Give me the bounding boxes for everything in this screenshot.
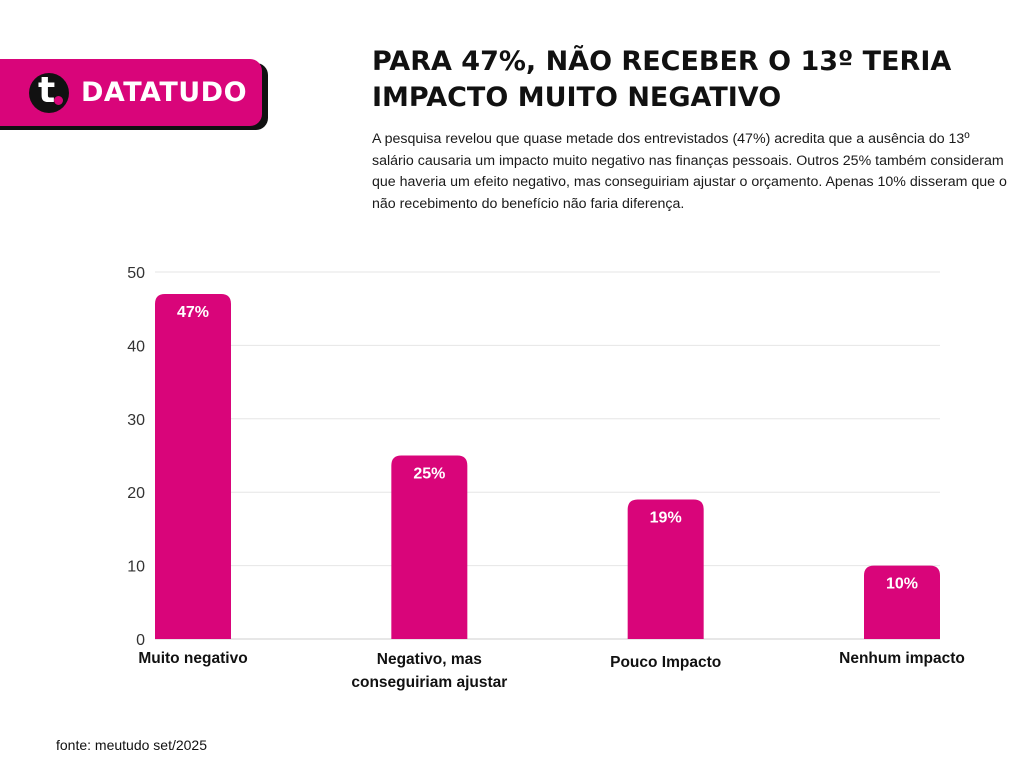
source-note: fonte: meutudo set/2025 <box>56 737 207 753</box>
chart-grid <box>155 271 940 640</box>
x-category-label: Pouco Impacto <box>610 654 721 671</box>
y-tick-label: 10 <box>127 559 145 576</box>
datatudo-logo-icon: t <box>29 70 69 113</box>
bar <box>155 294 231 639</box>
bar <box>391 455 468 639</box>
y-tick-label: 20 <box>127 485 145 502</box>
y-tick-label: 50 <box>127 265 145 282</box>
y-axis-ticks: 0 10 20 30 40 50 <box>127 265 145 649</box>
bar-value-label: 10% <box>886 576 918 593</box>
y-tick-label: 30 <box>127 412 145 429</box>
x-category-label: Negativo, mas conseguiriam ajustar <box>351 651 507 691</box>
brand-name: DATATUDO <box>81 77 248 108</box>
bar-value-label: 25% <box>413 466 445 483</box>
page-description: A pesquisa revelou que quase metade dos … <box>372 131 1007 212</box>
chart-bars <box>155 294 940 639</box>
page-title: PARA 47%, NÃO RECEBER O 13º TERIA IMPACT… <box>372 46 952 113</box>
brand-badge: t DATATUDO <box>0 59 262 126</box>
bar <box>864 565 940 639</box>
y-tick-label: 40 <box>127 338 145 355</box>
data-labels: 47% 25% 19% 10% <box>177 304 918 593</box>
logo-dot <box>54 95 63 105</box>
y-tick-label: 0 <box>136 632 145 649</box>
x-axis-labels: Muito negativo Negativo, mas conseguiriam … <box>138 650 965 691</box>
bar-value-label: 47% <box>177 304 209 321</box>
x-category-label: Muito negativo <box>138 650 247 667</box>
x-category-label: Nenhum impacto <box>839 650 965 667</box>
bar-value-label: 19% <box>650 510 682 527</box>
logo-letter: t <box>38 69 56 111</box>
bar <box>627 499 704 639</box>
